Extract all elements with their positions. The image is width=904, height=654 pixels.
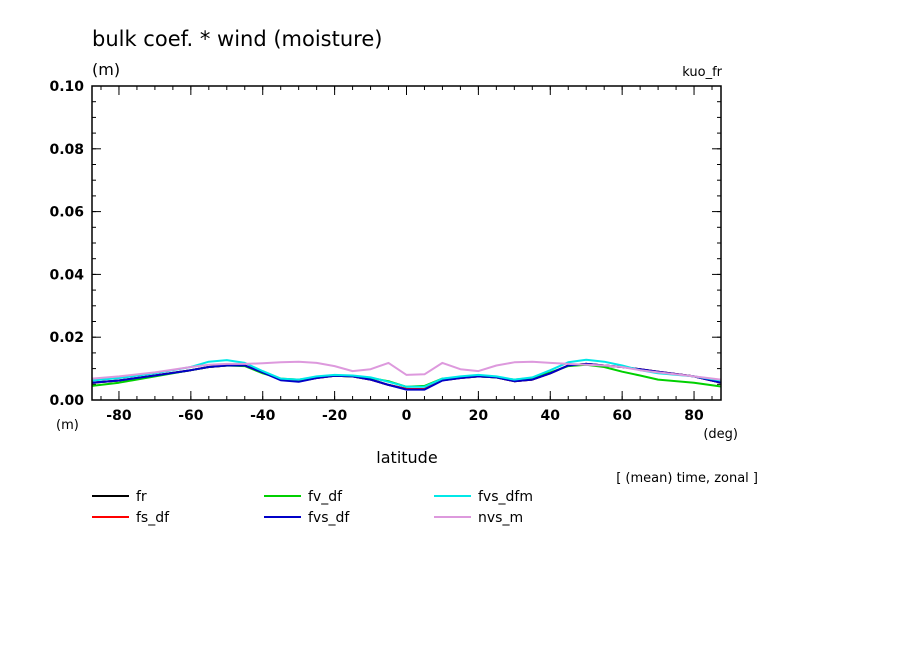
x-tick-label: -20 xyxy=(322,408,348,424)
y-tick-label: 0.00 xyxy=(49,393,84,409)
x-axis-label: latitude xyxy=(376,448,437,467)
series-lines xyxy=(91,358,722,391)
y-axis-unit: (m) xyxy=(92,60,120,79)
y-tick-label: 0.08 xyxy=(49,142,84,158)
x-tick-label: 0 xyxy=(402,408,412,424)
x-axis-unit: (deg) xyxy=(703,427,738,442)
y-axis: 0.00 0.02 0.04 0.06 0.08 0.10 xyxy=(49,79,721,409)
run-label: kuo_fr xyxy=(682,65,722,80)
legend: fr fs_df fv_df fvs_df fvs_dfm nvs_m xyxy=(92,489,533,526)
legend-label-fvs_df: fvs_df xyxy=(308,510,350,526)
legend-label-fvs_dfm: fvs_dfm xyxy=(478,489,533,505)
series-line-fvs_dfm xyxy=(91,358,722,388)
x-axis-left-unit: (m) xyxy=(56,418,79,433)
x-tick-label: 60 xyxy=(612,408,632,424)
y-tick-label: 0.06 xyxy=(49,205,84,221)
y-tick-label: 0.10 xyxy=(49,79,84,95)
x-tick-label: -80 xyxy=(106,408,132,424)
legend-label-fv_df: fv_df xyxy=(308,489,343,505)
x-axis: -80 -60 -40 -20 0 20 40 60 80 xyxy=(100,86,713,424)
x-tick-label: 80 xyxy=(684,408,704,424)
series-line-nvs_m xyxy=(91,360,722,381)
x-tick-label: 20 xyxy=(469,408,489,424)
plot-frame xyxy=(91,85,722,401)
chart-title: bulk coef. * wind (moisture) xyxy=(92,27,382,51)
x-tick-label: 40 xyxy=(541,408,561,424)
y-tick-label: 0.02 xyxy=(49,330,84,346)
mean-note: [ (mean) time, zonal ] xyxy=(616,471,758,486)
x-tick-label: -40 xyxy=(250,408,276,424)
legend-label-nvs_m: nvs_m xyxy=(478,510,523,526)
x-tick-label: -60 xyxy=(178,408,204,424)
legend-label-fs_df: fs_df xyxy=(136,510,170,526)
y-tick-label: 0.04 xyxy=(49,267,84,283)
legend-label-fr: fr xyxy=(136,489,147,505)
